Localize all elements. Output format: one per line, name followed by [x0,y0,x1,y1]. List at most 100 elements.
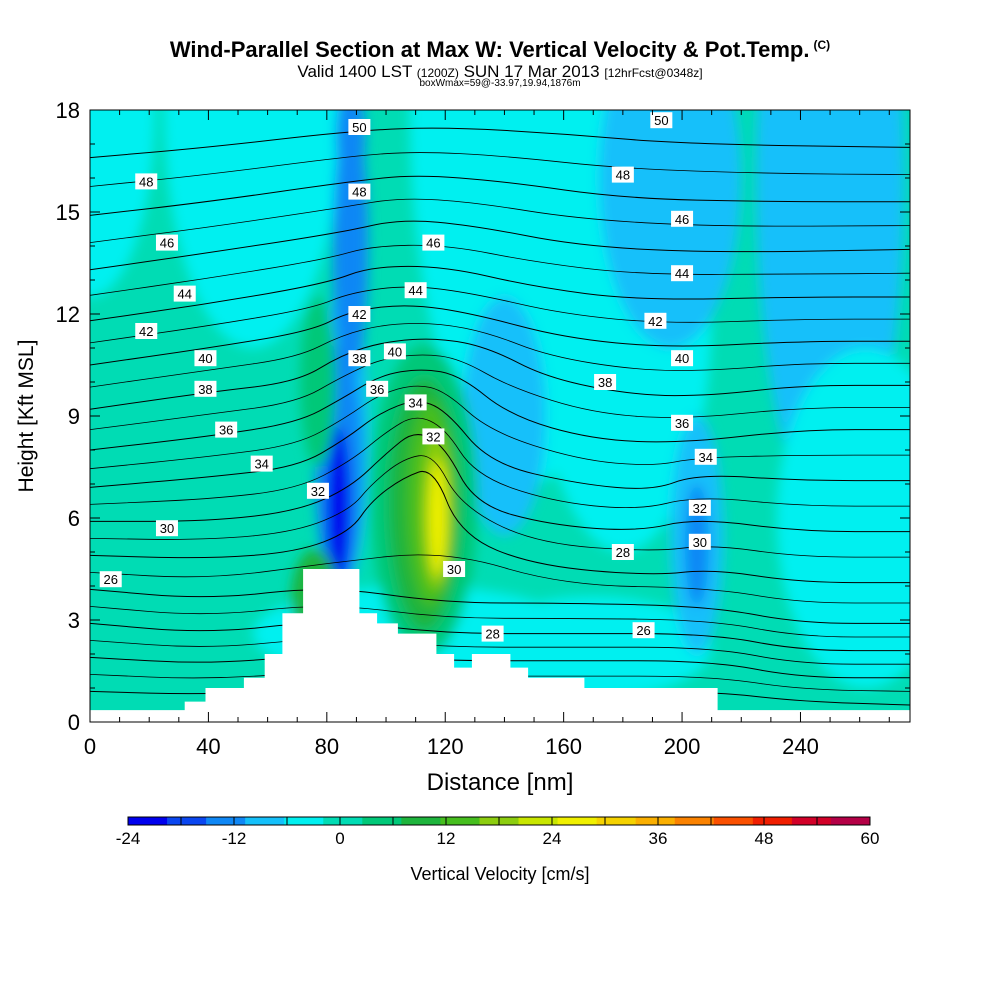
title-unit-tag: (C) [813,37,831,52]
colorbar-tick-label: -24 [116,829,141,848]
theta-contour-40 [90,338,910,410]
colorbar-tick-label: 36 [649,829,668,848]
x-tick-label: 240 [782,734,819,759]
valid-time: Valid 1400 LST [297,62,413,81]
contour-label-box [155,234,178,251]
contour-label-box [644,312,667,329]
contour-label-box [611,544,634,560]
chart-title: Wind-Parallel Section at Max W: Vertical… [0,37,1000,63]
contour-label-text: 32 [311,484,325,499]
title-text: Wind-Parallel Section at Max W: Vertical… [169,37,810,62]
contour-label-box [632,622,655,639]
theta-contour-minor [90,455,910,558]
theta-contour-minor [90,385,910,470]
contour-label: 38 [194,380,217,397]
contour-label-box [155,520,178,537]
contour-label: 46 [155,234,178,251]
contour-label-box [366,380,389,397]
theta-contour-48 [90,175,910,216]
theta-contour-26 [90,655,910,679]
contour-label-box [135,323,158,339]
contour-label: 30 [443,561,466,577]
colorbar-swatch [674,817,715,825]
contour-label-text: 38 [598,375,612,390]
theta-contour-minor [90,554,910,604]
contour-label: 42 [135,323,158,339]
forecast-info: [12hrFcst@0348z] [604,66,703,80]
theta-contour-minor [90,639,910,665]
contour-label-box [348,183,371,200]
contour-label: 50 [348,119,371,135]
theta-contour-30 [90,588,910,624]
x-tick-label: 0 [84,734,96,759]
contour-label-text: 48 [139,174,153,189]
contour-label: 38 [594,374,617,390]
theta-contour-50 [90,127,910,159]
contour-label-text: 50 [654,113,668,128]
contour-label-text: 44 [408,283,422,298]
colorbar-swatch [518,817,559,825]
x-tick-label: 120 [427,734,464,759]
colorbar: -24 -12 0 12 24 36 48 60 [116,816,880,848]
colorbar-swatch [791,817,832,825]
contour-label-box [215,421,238,438]
contour-label: 36 [671,414,694,431]
contour-label-box [306,482,329,499]
contour-label: 30 [688,533,711,550]
velocity-region [300,297,336,467]
contour-label: 48 [611,166,634,183]
theta-contour-minor [90,198,910,243]
x-tick-label: 200 [664,734,701,759]
contour-label-text: 50 [352,120,366,135]
colorbar-swatch [206,817,246,825]
colorbar-swatch [557,817,598,825]
theta-contour-46 [90,220,910,271]
x-axis-label: Distance [nm] [427,769,574,796]
contour-label-text: 42 [352,307,366,322]
colorbar-swatch [167,817,207,825]
colorbar-swatch [362,817,402,825]
contour-label-text: 36 [219,423,233,438]
contour-label-text: 40 [675,351,689,366]
colorbar-tick-label: 24 [543,829,562,848]
colorbar-swatch [713,817,754,825]
contour-label: 32 [306,482,329,499]
colorbar-tick-label: 12 [437,829,456,848]
y-tick-label: 3 [68,608,80,633]
colorbar-swatch [830,817,871,825]
theta-contour-38 [90,369,910,451]
contour-label: 40 [194,350,217,367]
contour-label: 34 [250,455,273,472]
contour-label: 40 [671,350,694,367]
contour-label-text: 32 [426,429,440,444]
velocity-region [462,297,546,535]
colorbar-swatch [401,817,441,825]
theta-contour-minor [90,606,910,638]
colorbar-tick-label: 60 [861,829,880,848]
valid-zulu: (1200Z) [416,66,459,80]
y-tick-label: 9 [68,404,80,429]
contour-label-text: 38 [198,382,212,397]
velocity-region [599,110,742,348]
contour-label-text: 34 [408,395,422,410]
contour-label-box [383,343,406,360]
colorbar-swatch [128,817,168,825]
contour-label: 50 [650,112,673,129]
theta-contour-minor [90,323,910,388]
contour-label-text: 44 [177,287,191,302]
contour-label: 40 [383,343,406,360]
valid-date: SUN 17 Mar 2013 [463,62,600,81]
x-tick-label: 40 [196,734,220,759]
contour-label-box [348,119,371,135]
contour-label: 34 [694,448,717,465]
contour-label-box [422,234,445,251]
colorbar-swatch [323,817,363,825]
x-tick-label: 80 [315,734,339,759]
terrain-fill [90,569,910,722]
contour-label: 28 [611,544,634,560]
contour-label: 48 [348,183,371,200]
contour-label-box [348,350,371,367]
contour-label-box [194,380,217,397]
colorbar-tick-label: -12 [222,829,247,848]
